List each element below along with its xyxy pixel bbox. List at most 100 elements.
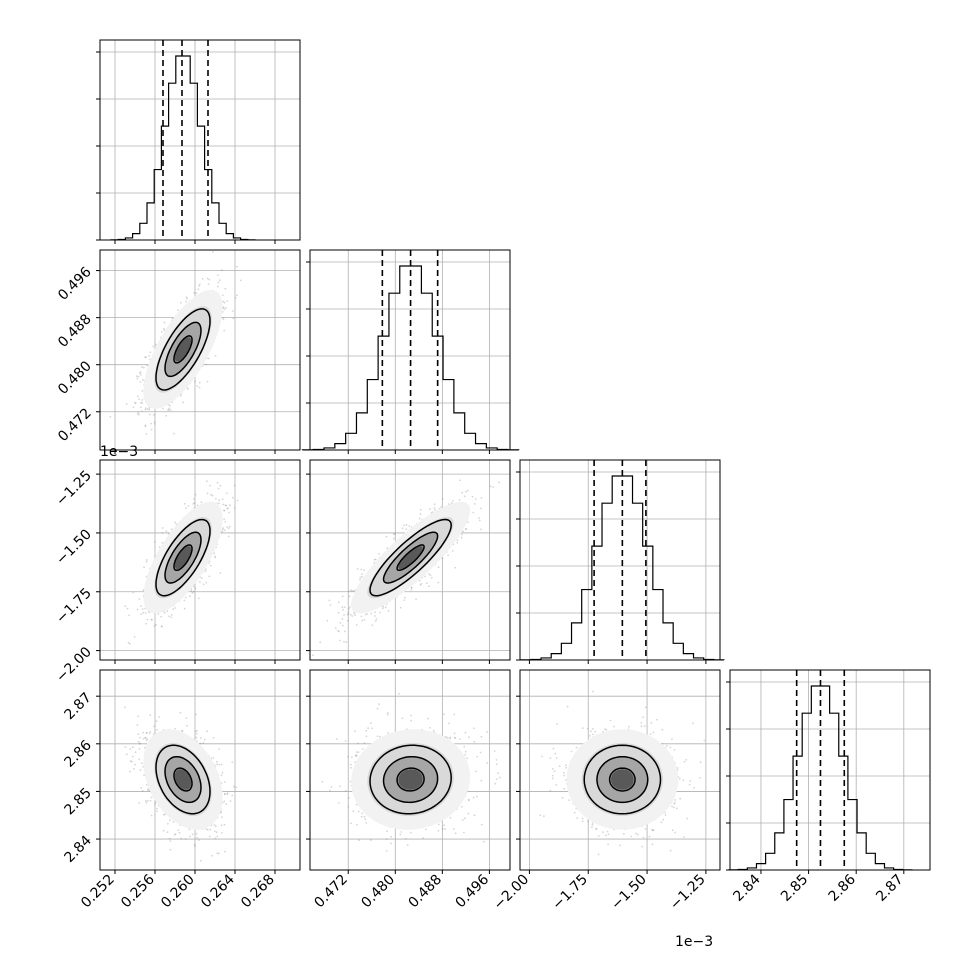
scatter-point: [190, 590, 193, 593]
scatter-point: [360, 615, 363, 618]
scatter-point: [480, 497, 483, 499]
scatter-point: [126, 607, 129, 610]
x-tick-label: 2.86: [826, 871, 859, 904]
scatter-point: [134, 401, 136, 404]
y-tick-label: 0.496: [55, 264, 95, 304]
scatter-point: [338, 630, 340, 633]
scatter-point: [345, 641, 348, 643]
scatter-point: [137, 715, 140, 718]
scatter-point: [356, 568, 359, 570]
scatter-point: [210, 854, 213, 857]
scatter-point: [410, 589, 413, 591]
scatter-point: [124, 605, 127, 608]
scatter-point: [143, 566, 145, 569]
scatter-point: [178, 831, 181, 834]
scatter-point: [206, 492, 209, 495]
scatter-point: [205, 581, 208, 584]
scatter-panel-2-0: −2.00−1.75−1.50−1.25: [53, 459, 301, 686]
scatter-point: [221, 498, 224, 501]
scatter-point: [144, 425, 147, 428]
x-tick-label: 2.84: [730, 871, 763, 904]
scatter-point: [233, 507, 236, 509]
scatter-point: [161, 527, 164, 529]
scatter-point: [144, 612, 147, 614]
scatter-point: [148, 355, 151, 357]
scatter-point: [162, 814, 165, 816]
scatter-point: [136, 608, 139, 611]
scatter-point: [169, 404, 172, 407]
scatter-point: [179, 711, 182, 714]
scatter-point: [140, 787, 143, 789]
scatter-point: [184, 838, 187, 840]
scatter-point: [205, 568, 207, 571]
scatter-point: [354, 614, 357, 617]
scatter-point: [207, 283, 210, 285]
scatter-point: [370, 612, 373, 615]
scatter-point: [392, 537, 395, 540]
scatter-point: [135, 375, 138, 378]
scatter-point: [222, 300, 225, 303]
scatter-point: [374, 611, 376, 614]
scatter-point: [163, 329, 166, 331]
scatter-point: [200, 577, 203, 580]
scatter-point: [141, 390, 144, 392]
scatter-point: [194, 493, 197, 496]
scatter-point: [385, 535, 388, 538]
scatter-point: [155, 343, 157, 346]
scatter-point: [165, 414, 168, 417]
scatter-point: [343, 641, 345, 643]
scatter-point: [196, 385, 199, 387]
scatter-point: [127, 641, 130, 644]
scatter-point: [194, 380, 196, 383]
scatter-point: [222, 318, 225, 321]
scatter-point: [425, 582, 428, 584]
scatter-point: [163, 321, 166, 324]
scatter-point: [145, 433, 148, 435]
histogram-step: [110, 55, 256, 241]
scatter-point: [440, 506, 442, 508]
scatter-point: [349, 613, 352, 616]
scatter-point: [232, 310, 234, 312]
scatter-point: [433, 507, 436, 509]
scatter-point: [152, 413, 155, 416]
scatter-point: [420, 582, 423, 585]
scatter-point: [319, 641, 322, 644]
scatter-point: [167, 409, 170, 411]
scatter-point: [223, 529, 226, 532]
panels: 2.84 2.85 2.86 2.870.4720.4800.4880.496−2.0…: [53, 39, 931, 950]
scatter-point: [346, 619, 349, 622]
scatter-point: [185, 507, 187, 509]
scatter-point: [153, 625, 156, 627]
scatter-point: [217, 285, 219, 288]
scatter-point: [220, 763, 223, 766]
scatter-point: [462, 530, 464, 533]
scatter-point: [154, 803, 156, 805]
scatter-point: [194, 587, 197, 590]
y-tick-label: −1.25: [53, 468, 95, 510]
scatter-point: [150, 422, 153, 425]
scatter-point: [355, 624, 358, 626]
scatter-point: [193, 292, 195, 294]
scatter-point: [227, 535, 230, 538]
scatter-point: [195, 713, 197, 716]
scatter-point: [216, 835, 219, 838]
scatter-point: [478, 517, 480, 519]
scatter-point: [437, 566, 440, 569]
scatter-point: [194, 730, 197, 733]
scatter-point: [337, 611, 340, 614]
y-tick-label: 0.480: [55, 358, 95, 398]
scatter-point: [134, 763, 137, 766]
scatter-point: [434, 509, 436, 511]
scatter-point: [464, 528, 467, 530]
scatter-point: [140, 613, 143, 615]
scatter-point: [206, 730, 209, 733]
scatter-point: [141, 608, 144, 610]
scatter-point: [437, 581, 440, 584]
scatter-point: [223, 301, 226, 304]
scatter-point: [403, 524, 405, 527]
scatter-point: [430, 577, 433, 579]
scatter-point: [144, 407, 147, 410]
scatter-point: [197, 597, 200, 600]
scatter-point: [163, 327, 165, 330]
scatter-point: [198, 386, 201, 389]
